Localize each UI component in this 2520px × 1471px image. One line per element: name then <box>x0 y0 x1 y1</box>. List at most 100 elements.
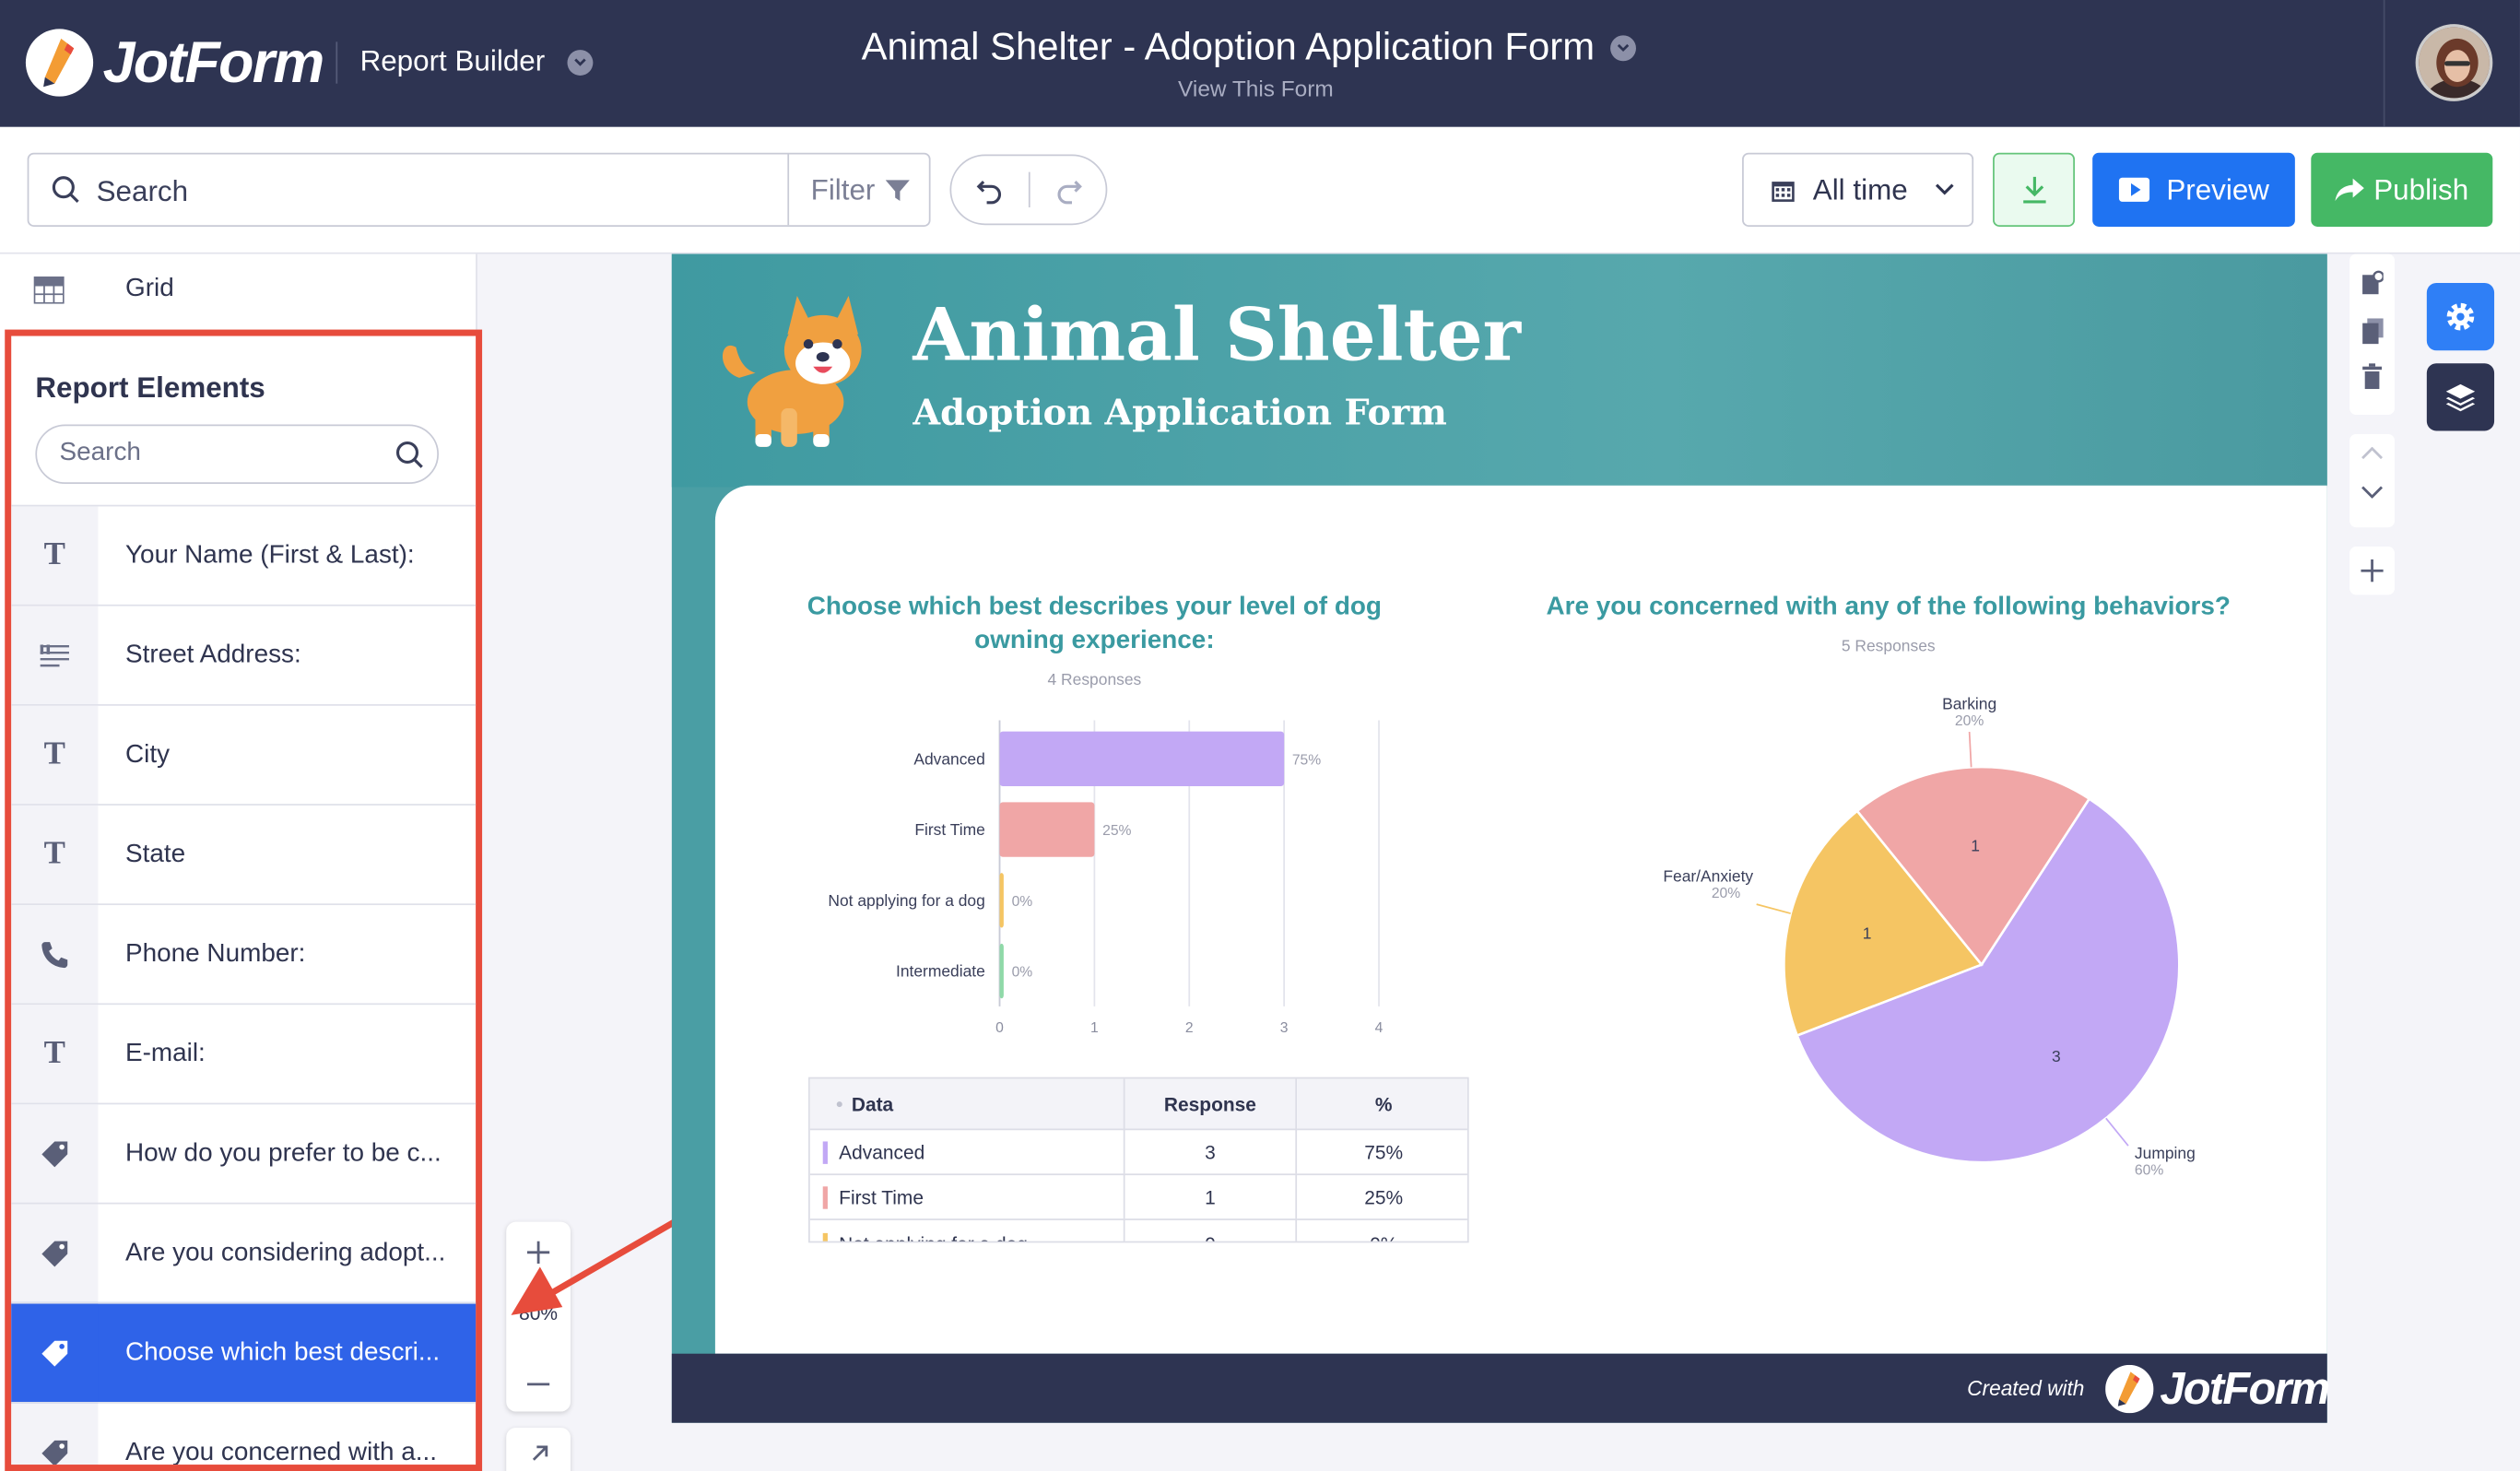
date-range-dropdown[interactable]: All time <box>1742 152 1974 227</box>
grid-toggle[interactable]: Grid <box>0 254 476 325</box>
copy-style-button[interactable] <box>2349 270 2395 305</box>
redo-button[interactable] <box>1030 156 1108 223</box>
row-percent: 75% <box>1297 1128 1467 1173</box>
bar[interactable] <box>999 731 1285 786</box>
add-element-button[interactable] <box>2349 547 2395 595</box>
row-response: 0 <box>1125 1218 1298 1242</box>
row-response: 3 <box>1125 1128 1298 1174</box>
address-icon <box>11 605 99 705</box>
share-arrow-icon <box>2335 178 2364 202</box>
element-item-selected[interactable]: Choose which best descri... <box>11 1301 477 1403</box>
pie-chart-title: Are you concerned with any of the follow… <box>1546 593 2231 621</box>
zoom-out-button[interactable] <box>506 1360 571 1408</box>
fit-screen-button[interactable] <box>506 1427 571 1471</box>
download-button[interactable] <box>1993 152 2075 227</box>
leader-line <box>1756 903 1791 914</box>
bar[interactable] <box>999 943 1004 999</box>
gear-icon <box>2446 302 2475 331</box>
leader-line <box>2105 1117 2129 1147</box>
zoom-in-button[interactable] <box>506 1229 571 1277</box>
settings-button[interactable] <box>2426 282 2495 351</box>
bar[interactable] <box>999 802 1095 857</box>
data-table[interactable]: ● Data Response % Advanced 3 75% First Ti… <box>808 1077 1469 1243</box>
category-label: Advanced <box>913 749 984 768</box>
undo-button[interactable] <box>951 156 1029 223</box>
jotform-logo[interactable]: JotForm <box>25 26 325 100</box>
element-item[interactable]: T State <box>11 804 477 905</box>
layers-button[interactable] <box>2426 363 2495 431</box>
row-response: 1 <box>1125 1173 1298 1219</box>
element-item[interactable]: How do you prefer to be c... <box>11 1102 477 1204</box>
table-row: First Time <box>809 1173 1125 1219</box>
row-percent: 25% <box>1297 1173 1467 1218</box>
undo-icon <box>976 180 1002 205</box>
element-label: Street Address: <box>125 641 301 668</box>
delete-button[interactable] <box>2349 363 2395 398</box>
search-input[interactable]: Search Filter <box>27 152 931 227</box>
element-item[interactable]: T E-mail: <box>11 1003 477 1104</box>
element-item[interactable]: Are you considering adopt... <box>11 1202 477 1303</box>
plus-icon <box>526 1241 550 1265</box>
publish-button[interactable]: Publish <box>2311 152 2493 227</box>
x-tick-label: 3 <box>1280 1020 1289 1036</box>
divider <box>336 41 338 84</box>
panel-title: Report Elements <box>35 371 265 404</box>
minus-icon <box>526 1383 550 1386</box>
move-down-button[interactable] <box>2349 486 2395 518</box>
pie-slice[interactable] <box>1855 765 2091 967</box>
slice-label: Fear/Anxiety <box>1663 867 1753 886</box>
divider <box>2383 0 2385 127</box>
chevron-down-icon <box>567 49 594 76</box>
undo-redo-group <box>949 154 1108 226</box>
search-placeholder: Search <box>59 439 141 466</box>
bar-value-label: 0% <box>1012 965 1033 981</box>
footer-jotform-logo: JotForm <box>2105 1363 2330 1415</box>
bar[interactable] <box>999 873 1004 928</box>
brand-name: JotForm <box>102 29 325 95</box>
created-with-label: Created with <box>1967 1376 2085 1401</box>
element-item[interactable]: T Your Name (First & Last): <box>11 504 477 606</box>
expand-icon <box>532 1445 548 1461</box>
filter-button[interactable]: Filter <box>787 154 930 226</box>
element-label: Phone Number: <box>125 939 306 968</box>
pie-slice[interactable] <box>1795 796 2181 1164</box>
form-title-menu[interactable]: Animal Shelter - Adoption Application Fo… <box>862 26 1637 71</box>
tag-icon <box>11 1203 99 1303</box>
text-icon: T <box>11 704 99 806</box>
view-form-link[interactable]: View This Form <box>1178 75 1334 101</box>
slice-percent-label: 20% <box>1712 886 1740 901</box>
element-item[interactable]: Phone Number: <box>11 903 477 1005</box>
table-header-response: Response <box>1125 1078 1298 1129</box>
bar-value-label: 0% <box>1012 894 1033 910</box>
elements-search-input[interactable]: Search <box>35 424 440 485</box>
bar-chart[interactable]: 0 1 2 3 4 Advanced 75% First Time 25% Not applyin… <box>715 702 1470 1040</box>
element-label: Are you concerned with a... <box>125 1438 438 1465</box>
category-label: Intermediate <box>896 962 985 981</box>
report-builder-label: Report Builder <box>359 44 546 77</box>
date-range-value: All time <box>1812 172 1908 206</box>
chevron-down-icon <box>1935 183 1954 195</box>
element-item[interactable]: Street Address: <box>11 604 477 705</box>
slice-value-label: 3 <box>2052 1047 2061 1065</box>
duplicate-button[interactable] <box>2349 318 2395 353</box>
preview-button[interactable]: Preview <box>2092 152 2295 227</box>
row-label: First Time <box>839 1185 924 1208</box>
filter-label: Filter <box>810 172 876 206</box>
slice-value-label: 1 <box>1863 924 1872 942</box>
avatar[interactable] <box>2415 24 2493 101</box>
row-label: Advanced <box>839 1140 925 1164</box>
x-tick-label: 2 <box>1185 1020 1194 1036</box>
report-builder-menu[interactable]: Report Builder <box>360 45 594 79</box>
pie-slice[interactable] <box>1783 809 1984 1038</box>
tag-icon <box>11 1302 99 1403</box>
paint-icon <box>2362 270 2384 295</box>
chevron-down-icon <box>1610 35 1637 62</box>
element-item[interactable]: T City <box>11 704 477 806</box>
search-icon <box>52 176 79 204</box>
move-up-button[interactable] <box>2349 446 2395 479</box>
element-item[interactable]: Are you concerned with a... <box>11 1402 477 1465</box>
slice-percent-label: 60% <box>2135 1163 2163 1179</box>
element-label: State <box>125 840 186 868</box>
report-page[interactable]: Animal Shelter Adoption Application Form… <box>671 253 2330 1423</box>
